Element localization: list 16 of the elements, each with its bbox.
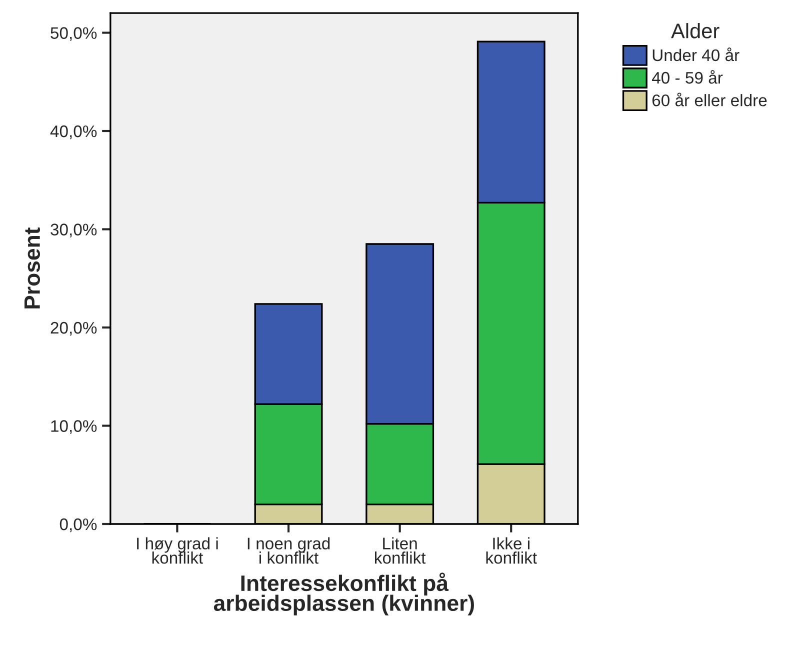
- legend-label: 40 - 59 år: [652, 70, 723, 84]
- y-tick-label: 40,0%: [50, 125, 97, 140]
- x-axis-title: Interessekonflikt på arbeidsplassen (kvinner): [214, 572, 474, 616]
- legend-title: Alder: [671, 23, 720, 38]
- x-tick-label: I høy grad i konflikt: [137, 537, 218, 564]
- y-tick-label: 20,0%: [50, 322, 97, 336]
- x-tick-label: Liten konflikt: [375, 537, 426, 564]
- y-tick-label: 50,0%: [50, 27, 97, 41]
- y-tick-label: 30,0%: [50, 224, 97, 238]
- legend-label: Under 40 år: [652, 48, 740, 62]
- legend-label: 60 år eller eldre: [652, 92, 767, 106]
- x-tick-label: Ikke i konflikt: [486, 537, 537, 564]
- x-tick-label: I noen grad i konflikt: [248, 537, 330, 564]
- y-tick-label: 10,0%: [51, 420, 97, 434]
- y-axis-title: Prosent: [24, 227, 40, 308]
- y-tick-label: 0,0%: [60, 518, 97, 532]
